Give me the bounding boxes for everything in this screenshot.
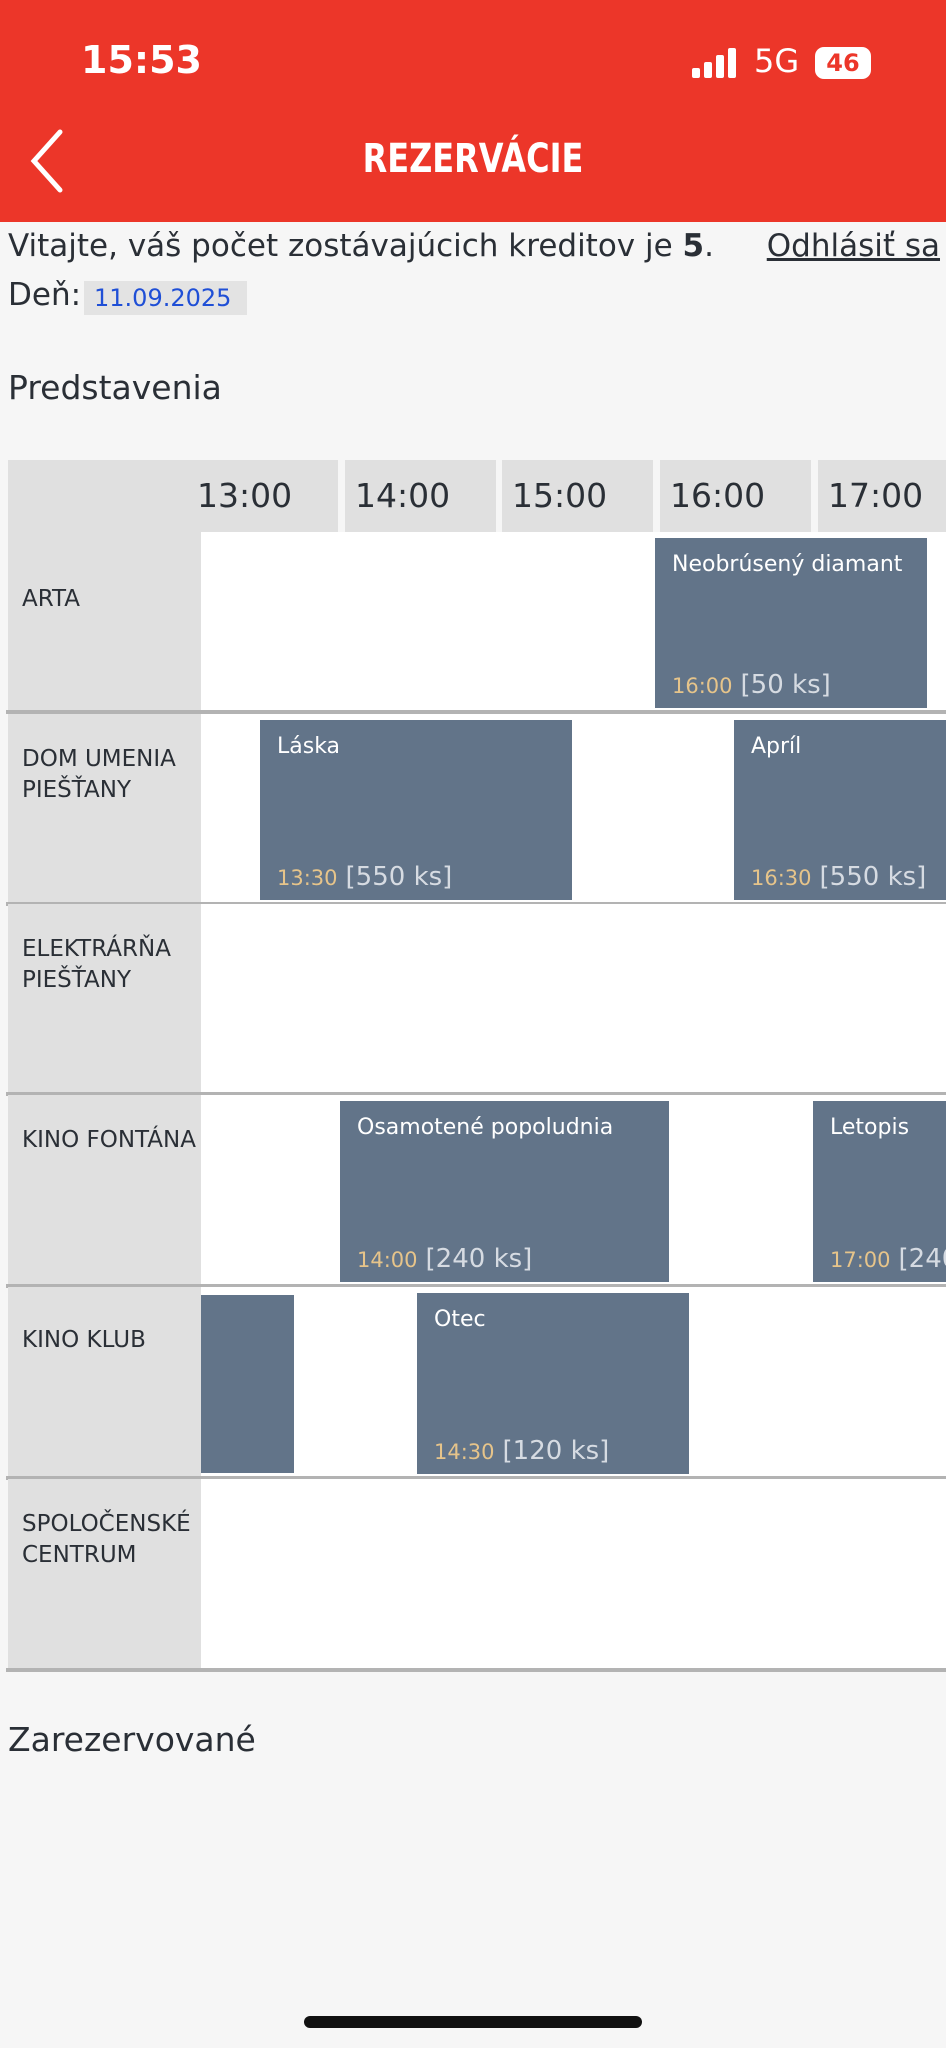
venue-cell: [8, 532, 201, 710]
venue-cell: [8, 714, 201, 902]
event-footer: 17:00 [240 ks]: [830, 1244, 946, 1274]
row-separator: [6, 1668, 946, 1672]
header-title: REZERVÁCIE: [362, 136, 584, 182]
welcome: Vitajte, váš počet zostávajúcich kredito…: [8, 228, 714, 264]
day-label: Deň:: [8, 277, 82, 313]
venue-name: KINO KLUB: [22, 1327, 146, 1353]
welcome-suffix: .: [704, 228, 714, 264]
signal-icon: [692, 48, 736, 78]
event-title: Apríl: [751, 734, 802, 759]
header-bar: [0, 0, 946, 222]
event-footer: 13:30 [550 ks]: [277, 862, 452, 892]
date-input[interactable]: 11.09.2025: [84, 281, 247, 315]
event-title: Osamotené popoludnia: [357, 1115, 614, 1140]
event-title: Otec: [434, 1307, 486, 1332]
credits: 5: [682, 228, 705, 264]
hour-header: 14:00: [345, 460, 496, 532]
event-capacity: [550 ks]: [819, 862, 927, 892]
venue-name: DOM UMENIA PIEŠŤANY: [22, 746, 176, 803]
event-block[interactable]: Neobrúsený diamant 16:00 [50 ks]: [655, 538, 927, 708]
section-title: Predstavenia: [8, 368, 222, 407]
event-footer: 16:00 [50 ks]: [672, 670, 831, 700]
event-block[interactable]: Láska 13:30 [550 ks]: [260, 720, 572, 900]
event-capacity: [50 ks]: [740, 670, 831, 700]
venue-name: KINO FONTÁNA: [22, 1127, 196, 1153]
hour-header: 15:00: [502, 460, 653, 532]
event-block[interactable]: Otec 14:30 [120 ks]: [417, 1293, 689, 1474]
event-block[interactable]: Letopis 17:00 [240 ks]: [813, 1101, 946, 1282]
event-time: 16:00: [672, 674, 733, 698]
row-separator: [6, 710, 946, 714]
logout-link[interactable]: Odhlásiť sa: [766, 228, 940, 264]
venue-name: ELEKTRÁRŇA PIEŠŤANY: [22, 936, 171, 993]
event-footer: 16:30 [550 ks]: [751, 862, 926, 892]
event-time: 14:00: [357, 1248, 418, 1272]
event-title: Láska: [277, 734, 341, 759]
event-capacity: [120 ks]: [502, 1436, 610, 1466]
row-area: [201, 904, 946, 1092]
event-block[interactable]: Osamotené popoludnia 14:00 [240 ks]: [340, 1101, 669, 1282]
event-footer: 14:30 [120 ks]: [434, 1436, 609, 1466]
event-time: 14:30: [434, 1440, 495, 1464]
venue-cell: [8, 1287, 201, 1476]
hour-header: 17:00: [818, 460, 946, 532]
network: 5G: [754, 42, 800, 80]
back-button[interactable]: [28, 128, 68, 194]
event-time: 16:30: [751, 866, 812, 890]
venue-cell: [8, 1095, 201, 1284]
event-block[interactable]: Apríl 16:30 [550 ks]: [734, 720, 946, 900]
row-separator: [6, 1476, 946, 1480]
hour-header: 13:00: [197, 460, 338, 532]
event-block[interactable]: [201, 1295, 294, 1473]
event-time: 17:00: [830, 1248, 891, 1272]
corner-cell: [8, 460, 201, 532]
event-title: Neobrúsený diamant: [672, 552, 903, 577]
event-title: Letopis: [830, 1115, 910, 1140]
venue-name: ARTA: [22, 586, 81, 612]
welcome-text: Vitajte, váš počet zostávajúcich kredito…: [8, 228, 673, 264]
battery: 46: [815, 47, 871, 79]
venue-name: SPOLOČENSKÉ CENTRUM: [22, 1511, 191, 1568]
event-capacity: [240 ks]: [425, 1244, 533, 1274]
row-separator: [6, 1284, 946, 1288]
venue-cell: [8, 1479, 201, 1668]
home-indicator: [304, 2016, 642, 2028]
event-time: 13:30: [277, 866, 338, 890]
status-time: 15:53: [81, 38, 202, 82]
hour-header: 16:00: [660, 460, 811, 532]
event-capacity: [550 ks]: [345, 862, 453, 892]
row-separator: [6, 1092, 946, 1096]
row-area: [201, 1479, 946, 1668]
section-title: Zarezervované: [8, 1720, 256, 1759]
event-capacity: [240 ks]: [898, 1244, 946, 1274]
event-footer: 14:00 [240 ks]: [357, 1244, 532, 1274]
venue-cell: [8, 904, 201, 1092]
